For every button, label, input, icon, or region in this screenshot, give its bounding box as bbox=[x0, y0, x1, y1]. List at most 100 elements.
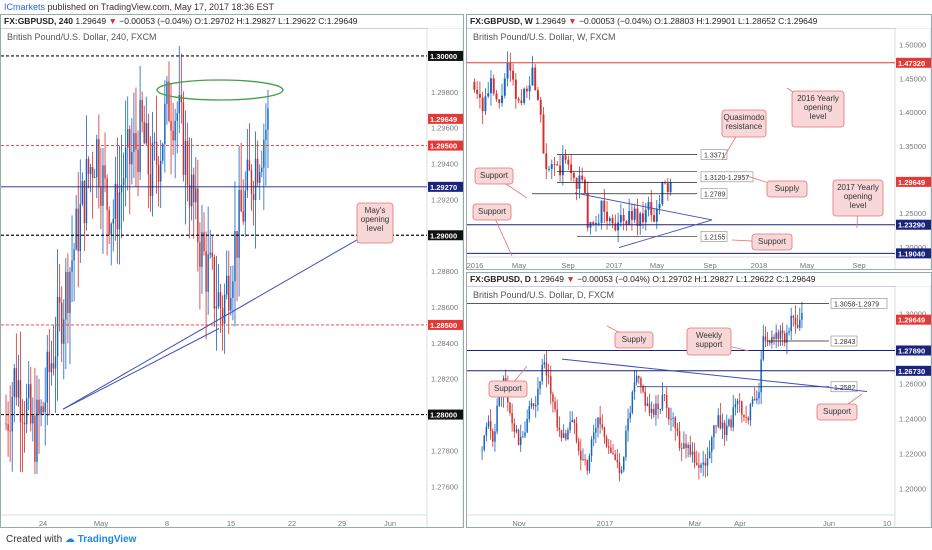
candle-body bbox=[172, 130, 174, 141]
chart-watermark: British Pound/U.S. Dollar, W, FXCM bbox=[473, 32, 616, 42]
candle-body bbox=[36, 399, 38, 462]
candle-body bbox=[642, 213, 644, 223]
candle-body bbox=[44, 402, 46, 413]
published-text: published on TradingView.com, May 17, 20… bbox=[47, 2, 275, 12]
yearly-2016-callout-text: 2016 Yearly bbox=[797, 94, 839, 103]
candle-body bbox=[611, 218, 614, 224]
x-tick-label: 2017 bbox=[606, 261, 623, 270]
box-supply-zone-text: 1.3120-1.2957 bbox=[704, 175, 749, 182]
candle-body bbox=[485, 426, 488, 436]
publisher-name[interactable]: ICmarkets bbox=[4, 2, 46, 12]
candle-body bbox=[223, 294, 226, 324]
candle-body bbox=[201, 232, 203, 267]
candle-body bbox=[713, 425, 715, 438]
level-tag-bg bbox=[428, 50, 463, 61]
candle-body bbox=[560, 430, 563, 438]
candle-body bbox=[617, 222, 620, 231]
box-1-2155-box bbox=[700, 231, 728, 242]
candle-body bbox=[83, 181, 86, 224]
price-chart-weekly[interactable]: British Pound/U.S. Dollar, W, FXCM 1.5000… bbox=[467, 28, 932, 270]
tradingview-logo-text[interactable]: TradingView bbox=[77, 534, 137, 545]
candle-body bbox=[523, 88, 526, 103]
candle-body bbox=[155, 141, 158, 165]
candle-body bbox=[801, 312, 803, 320]
price-chart-h4[interactable]: British Pound/U.S. Dollar, 240, FXCM 1.29… bbox=[1, 28, 464, 528]
candle-body bbox=[753, 399, 756, 401]
ohlc-last: 1.29649 bbox=[75, 16, 107, 26]
candle-body bbox=[254, 158, 257, 200]
candle-body bbox=[73, 249, 75, 261]
level-tag: 1.30000 bbox=[430, 52, 457, 61]
candle-body bbox=[717, 415, 719, 427]
candle-body bbox=[623, 457, 625, 471]
chart-pane-h4[interactable]: FX:GBPUSD, 240 1.29649 ▼ −0.00053 (−0.04… bbox=[0, 14, 464, 528]
candle-body bbox=[77, 208, 79, 252]
candle-body bbox=[63, 319, 65, 344]
x-tick-label: 29 bbox=[338, 519, 346, 528]
y-tick-label: 1.29400 bbox=[431, 160, 458, 169]
candle-body bbox=[600, 200, 603, 223]
candle-body bbox=[541, 364, 543, 382]
candle-body bbox=[726, 425, 728, 436]
candle-body bbox=[494, 431, 496, 442]
candle-body bbox=[501, 95, 503, 103]
current-price-tag: 1.29649 bbox=[430, 115, 457, 124]
candle-body bbox=[561, 155, 564, 176]
candle-body bbox=[5, 423, 7, 425]
candle-body bbox=[515, 429, 518, 432]
price-axis bbox=[894, 286, 931, 527]
candle-body bbox=[54, 356, 57, 369]
candle-body bbox=[19, 380, 22, 423]
candle-body bbox=[164, 103, 166, 145]
x-tick-label: Mar bbox=[689, 519, 702, 528]
candle-body bbox=[261, 167, 263, 172]
candle-body bbox=[595, 427, 597, 433]
y-tick-label: 1.28800 bbox=[431, 267, 458, 276]
candle-body bbox=[666, 183, 669, 193]
price-chart-daily[interactable]: British Pound/U.S. Dollar, D, FXCM 1.3000… bbox=[467, 286, 932, 528]
x-tick-label: 24 bbox=[39, 519, 47, 528]
candle-body bbox=[509, 402, 511, 414]
candle-body bbox=[669, 181, 672, 193]
candle-body bbox=[484, 96, 487, 112]
x-tick-label: May bbox=[512, 261, 526, 270]
candle-body bbox=[687, 444, 689, 449]
candle-body bbox=[79, 204, 82, 252]
box-1-2789-box bbox=[700, 188, 728, 200]
candle-body bbox=[217, 292, 220, 307]
chart-pane-daily[interactable]: FX:GBPUSD, D 1.29649 ▼ −0.00053 (−0.04%)… bbox=[466, 272, 932, 528]
ohlc-change: −0.00053 (−0.04%) bbox=[577, 274, 650, 284]
level-tag-bg bbox=[896, 219, 931, 230]
candle-body bbox=[514, 79, 517, 99]
candle-body bbox=[545, 362, 548, 376]
candle-body bbox=[723, 422, 726, 436]
candle-body bbox=[135, 133, 137, 150]
created-with-text: Created with bbox=[6, 534, 63, 545]
candle-body bbox=[586, 192, 589, 228]
ohlc-close: C:1.29649 bbox=[778, 16, 818, 26]
candle-body bbox=[184, 140, 187, 175]
level-tag: 1.19040 bbox=[898, 249, 925, 258]
candle-body bbox=[496, 405, 498, 432]
candle-body bbox=[509, 63, 512, 71]
candle-body bbox=[9, 430, 11, 432]
candle-body bbox=[122, 178, 125, 185]
level-tag: 1.28000 bbox=[430, 411, 457, 420]
candle-body bbox=[209, 252, 211, 255]
candle-body bbox=[91, 167, 94, 178]
candle-body bbox=[539, 99, 542, 115]
candle-body bbox=[106, 178, 108, 210]
level-tag: 1.26730 bbox=[898, 367, 925, 376]
candle-body bbox=[670, 418, 672, 420]
symbol-label: FX:GBPUSD, D bbox=[470, 274, 531, 284]
candle-body bbox=[532, 403, 535, 407]
candle-body bbox=[520, 100, 523, 103]
candle-body bbox=[525, 88, 528, 92]
candle-body bbox=[252, 193, 255, 200]
candle-body bbox=[114, 183, 117, 219]
candle-body bbox=[648, 403, 651, 413]
chart-pane-weekly[interactable]: FX:GBPUSD, W 1.29649 ▼ −0.00053 (−0.04%)… bbox=[466, 14, 932, 270]
x-tick-label: 22 bbox=[288, 519, 296, 528]
candle-body bbox=[786, 332, 788, 343]
candle-body bbox=[102, 165, 104, 206]
